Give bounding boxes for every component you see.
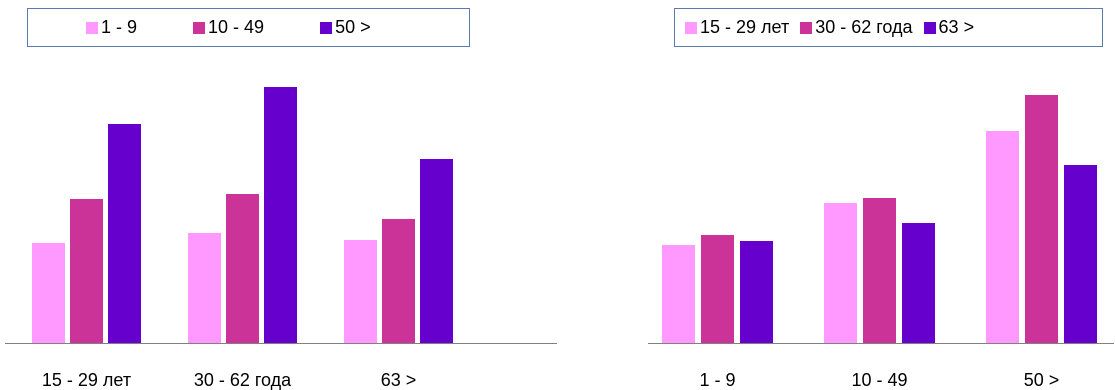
chart-size-groups: 15 - 29 лет 30 - 62 года 63 > 1 - 9 10 - …: [557, 0, 1114, 390]
x-tick-label: 10 - 49: [851, 370, 907, 390]
legend-label: 30 - 62 года: [815, 17, 913, 37]
bar: [108, 124, 141, 343]
legend-swatch: [800, 21, 813, 34]
bar: [701, 235, 734, 343]
legend-label: 10 - 49: [208, 17, 265, 37]
x-tick-label: 30 - 62 года: [194, 370, 292, 390]
plot-area: 1 - 9 10 - 49 50 >: [648, 95, 1114, 390]
x-tick-label: 15 - 29 лет: [42, 370, 131, 390]
bar: [32, 243, 65, 343]
bar: [382, 219, 415, 343]
bar: [226, 194, 259, 343]
legend-item-series-3: 50 >: [320, 17, 371, 38]
x-tick-label: 50 >: [1024, 370, 1060, 390]
legend-label: 15 - 29 лет: [700, 17, 790, 37]
legend-label: 63 >: [938, 17, 975, 37]
legend-item-series-3: 63 >: [923, 17, 975, 38]
bar: [824, 203, 857, 343]
legend-swatch: [86, 21, 98, 34]
legend-item-series-1: 15 - 29 лет: [685, 17, 789, 38]
legend-swatch: [685, 21, 697, 34]
bar: [1064, 165, 1097, 343]
bar: [662, 245, 695, 343]
bar: [70, 199, 103, 343]
legend-swatch: [320, 21, 333, 34]
legend-swatch: [193, 21, 206, 34]
bar: [188, 233, 221, 343]
bar: [863, 198, 896, 343]
x-tick-label: 1 - 9: [699, 370, 735, 390]
legend: 15 - 29 лет 30 - 62 года 63 >: [674, 8, 1103, 47]
bar: [344, 240, 377, 343]
chart-age-groups: 1 - 9 10 - 49 50 > 15 - 29 лет 30 - 62 го…: [0, 0, 557, 390]
legend-swatch: [923, 21, 936, 34]
legend-item-series-2: 30 - 62 года: [800, 17, 913, 38]
bar: [420, 159, 453, 343]
legend-item-series-1: 1 - 9: [86, 17, 137, 38]
bar: [1025, 95, 1058, 343]
bar: [740, 241, 773, 343]
bar: [264, 87, 297, 343]
bar: [902, 223, 935, 343]
legend-item-series-2: 10 - 49: [193, 17, 264, 38]
x-tick-label: 63 >: [381, 370, 417, 390]
legend: 1 - 9 10 - 49 50 >: [27, 8, 470, 47]
legend-label: 50 >: [335, 17, 371, 37]
legend-label: 1 - 9: [101, 17, 138, 37]
plot-area: 15 - 29 лет 30 - 62 года 63 >: [5, 87, 557, 390]
bar: [986, 131, 1019, 343]
